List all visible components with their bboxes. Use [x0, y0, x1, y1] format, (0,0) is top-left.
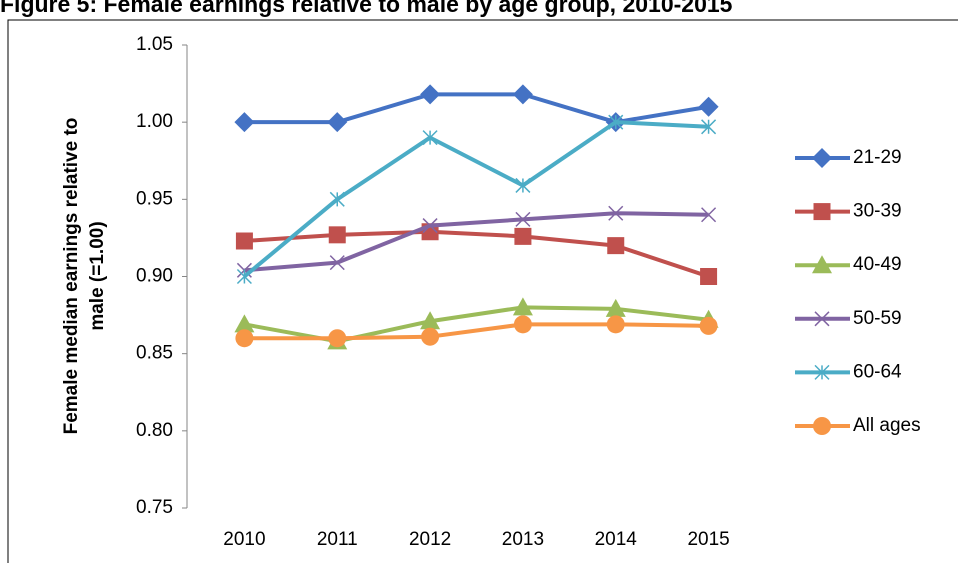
legend-label: 21-29 [853, 147, 902, 168]
legend-marker [813, 203, 831, 221]
series-line [244, 92, 709, 125]
point [329, 191, 345, 207]
y-axis-label: male (=1.00) [87, 221, 108, 330]
point [328, 329, 347, 348]
chart-frame [7, 19, 958, 563]
point [235, 329, 254, 348]
legend-marker [813, 417, 831, 435]
x-tick-label: 2011 [317, 529, 358, 550]
point [236, 268, 252, 285]
y-tick-label: 1.05 [136, 34, 173, 55]
x-tick-label: 2010 [223, 529, 265, 550]
point [329, 255, 345, 271]
point [420, 84, 441, 105]
x-tick-label: 2012 [409, 529, 451, 550]
point [422, 218, 438, 234]
point [514, 227, 532, 245]
y-tick-label: 0.85 [136, 343, 173, 364]
point [234, 314, 255, 333]
y-tick-label: 0.75 [136, 497, 173, 518]
point [235, 232, 253, 250]
legend-label: 30-39 [853, 201, 902, 222]
point [605, 298, 626, 317]
point [608, 114, 624, 130]
series-line [244, 322, 709, 341]
legend-label: 40-49 [853, 254, 902, 275]
y-tick-label: 1.00 [136, 111, 173, 132]
x-tick-label: 2013 [502, 529, 544, 550]
y-tick-label: 0.80 [136, 420, 173, 441]
point [606, 315, 625, 334]
x-tick-label: 2015 [687, 529, 729, 550]
chart-title: Figure 5: Female earnings relative to ma… [0, 0, 733, 17]
point [607, 237, 625, 255]
point [512, 297, 533, 316]
y-axis-label: Female median earnings relative to [61, 118, 82, 435]
point [701, 207, 717, 223]
legend-label: 50-59 [853, 308, 902, 329]
point [513, 315, 532, 334]
legend-marker [814, 311, 830, 327]
y-tick-label: 0.90 [136, 266, 173, 287]
series-line [243, 120, 709, 279]
point [698, 96, 719, 117]
y-tick-label: 0.95 [136, 188, 173, 209]
x-tick-label: 2014 [595, 529, 638, 550]
point [328, 226, 346, 244]
point [515, 177, 531, 193]
point [512, 84, 533, 105]
point [327, 112, 348, 133]
legend-marker [814, 364, 830, 380]
legend-label: All ages [853, 415, 921, 436]
point [608, 205, 624, 221]
series-line [244, 229, 710, 279]
point [421, 327, 440, 346]
point [699, 316, 718, 335]
legend-label: 60-64 [853, 361, 902, 382]
legend-marker [812, 255, 832, 274]
point [422, 130, 438, 146]
point [701, 119, 717, 135]
legend-marker [812, 148, 832, 168]
point [420, 311, 441, 330]
point [700, 268, 718, 285]
point [234, 112, 255, 133]
point [515, 211, 531, 227]
series-line [244, 211, 709, 273]
